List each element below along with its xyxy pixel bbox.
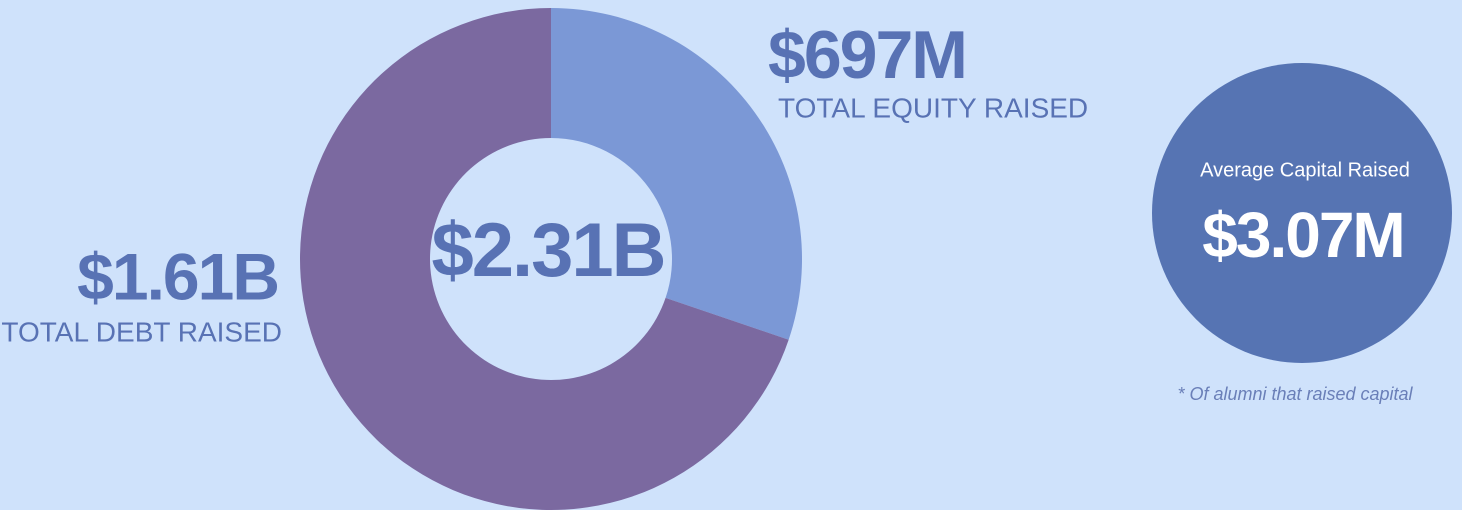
donut-segment [551, 8, 803, 340]
donut-segment [300, 8, 789, 510]
average-title: Average Capital Raised [1200, 159, 1410, 181]
equity-value-label: $697M [768, 17, 966, 93]
debt-value-label: $1.61B [77, 239, 278, 313]
average-badge [1152, 63, 1452, 363]
average-value: $3.07M [1202, 199, 1403, 271]
footnote: * Of alumni that raised capital [1177, 384, 1413, 404]
donut-chart [300, 8, 803, 510]
debt-category-label: TOTAL DEBT RAISED [1, 316, 282, 347]
equity-category-label: TOTAL EQUITY RAISED [778, 92, 1088, 123]
center-total: $2.31B [431, 208, 664, 293]
